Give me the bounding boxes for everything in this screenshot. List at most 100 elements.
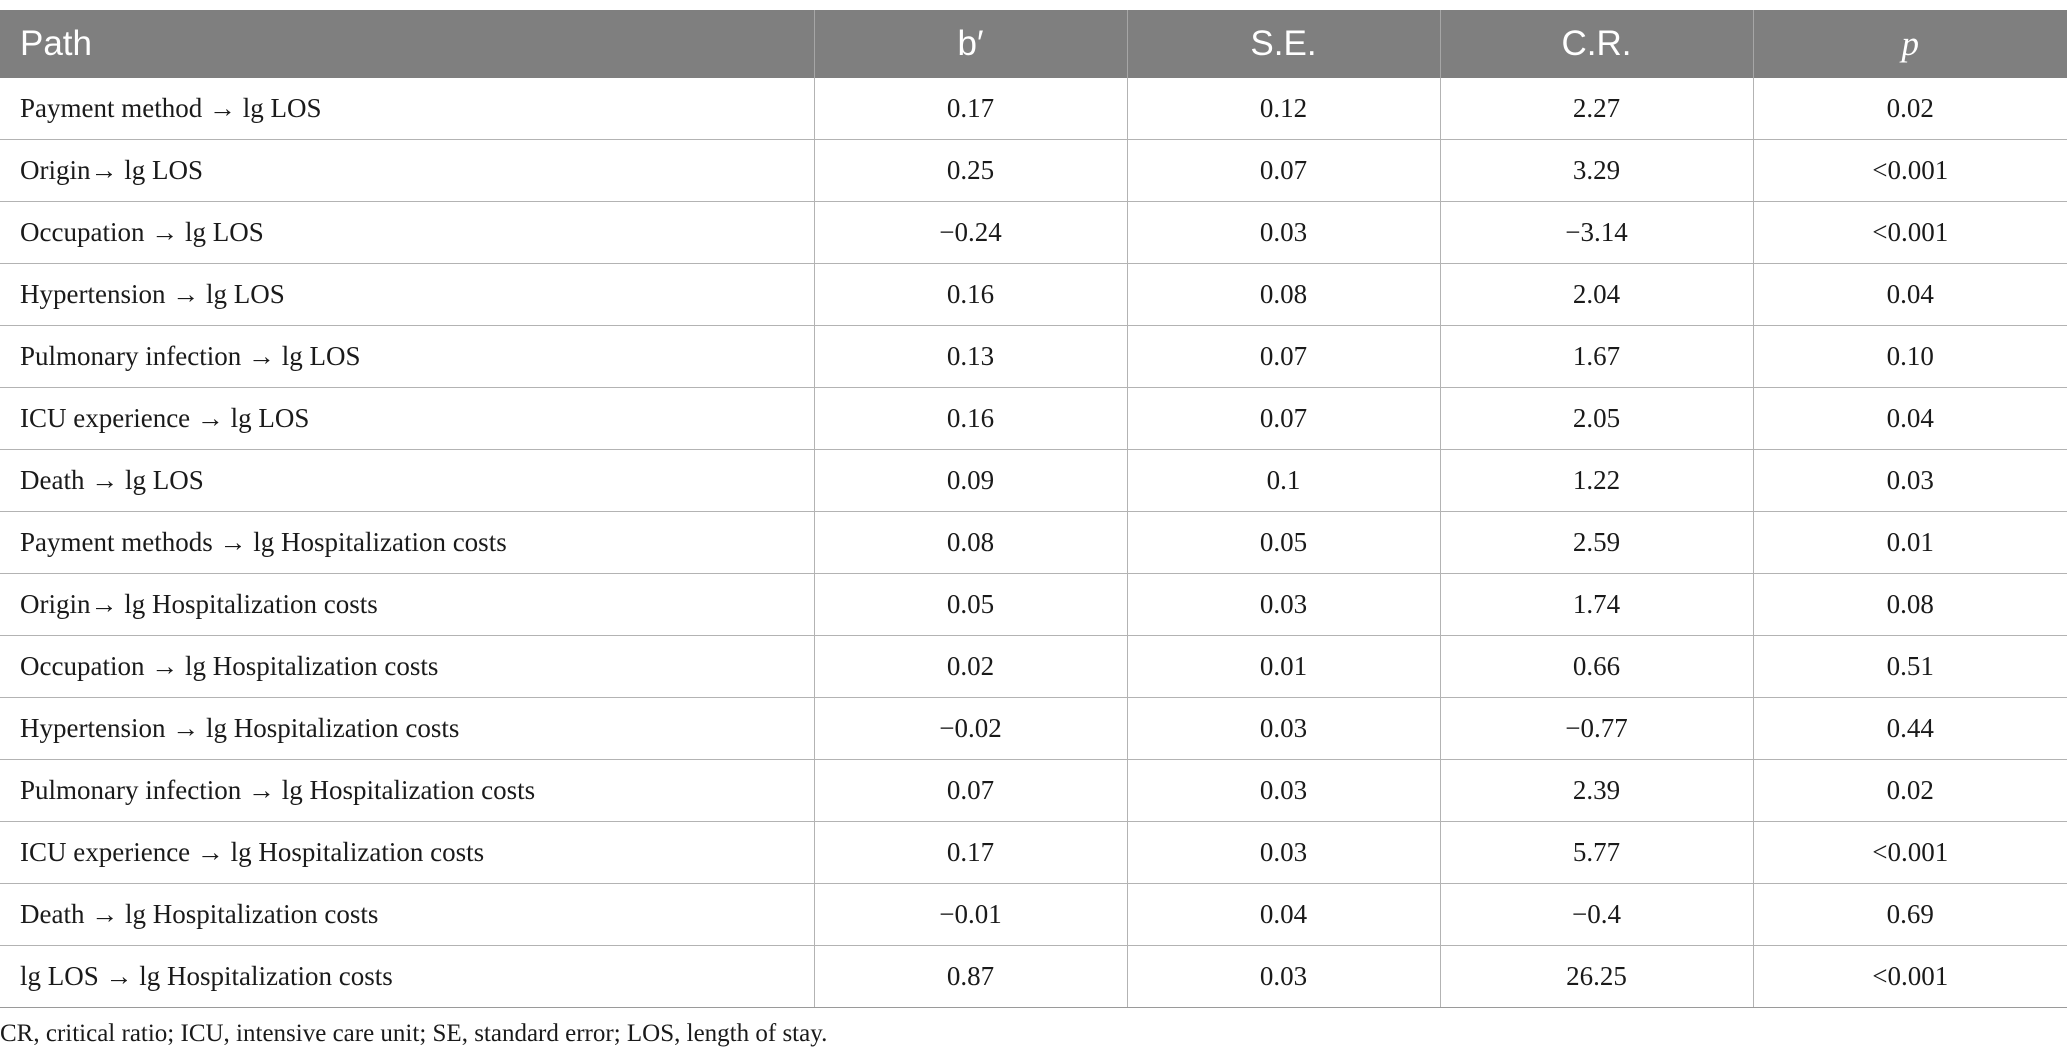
cell-b-prime: 0.09 — [814, 449, 1128, 512]
cell-se: 0.01 — [1127, 635, 1441, 698]
cell-p: 0.03 — [1753, 449, 2067, 512]
cell-cr: −0.4 — [1440, 883, 1754, 946]
cell-cr: 2.04 — [1440, 263, 1754, 326]
cell-cr: 2.59 — [1440, 511, 1754, 574]
cell-se: 0.07 — [1127, 325, 1441, 388]
cell-path: Payment methods → lg Hospitalization cos… — [0, 511, 815, 574]
cell-path: Occupation → lg Hospitalization costs — [0, 635, 815, 698]
cell-p: 0.51 — [1753, 635, 2067, 698]
cell-cr: 26.25 — [1440, 945, 1754, 1008]
cell-se: 0.03 — [1127, 697, 1441, 760]
cell-p: <0.001 — [1753, 139, 2067, 202]
cell-cr: 5.77 — [1440, 821, 1754, 884]
cell-b-prime: 0.05 — [814, 573, 1128, 636]
cell-p: 0.04 — [1753, 263, 2067, 326]
cell-b-prime: −0.02 — [814, 697, 1128, 760]
cell-b-prime: −0.24 — [814, 201, 1128, 264]
cell-se: 0.1 — [1127, 449, 1441, 512]
cell-se: 0.03 — [1127, 945, 1441, 1008]
table-row: Death → lg Hospitalization costs −0.01 0.0… — [0, 883, 2067, 946]
cell-p: <0.001 — [1753, 945, 2067, 1008]
table-row: lg LOS → lg Hospitalization costs 0.87 0.0… — [0, 945, 2067, 1008]
cell-b-prime: 0.16 — [814, 263, 1128, 326]
table-row: Payment methods → lg Hospitalization cos… — [0, 511, 2067, 574]
cell-cr: 3.29 — [1440, 139, 1754, 202]
cell-path: Origin→ lg Hospitalization costs — [0, 573, 815, 636]
table-row: ICU experience → lg Hospitalization cost… — [0, 821, 2067, 884]
cell-se: 0.12 — [1127, 78, 1441, 140]
cell-cr: 2.39 — [1440, 759, 1754, 822]
table-row: Pulmonary infection → lg LOS 0.13 0.07 1.67… — [0, 325, 2067, 388]
cell-path: lg LOS → lg Hospitalization costs — [0, 945, 815, 1008]
cell-p: 0.01 — [1753, 511, 2067, 574]
cell-p: <0.001 — [1753, 201, 2067, 264]
table-footnote: CR, critical ratio; ICU, intensive care … — [0, 1020, 828, 1047]
cell-b-prime: 0.13 — [814, 325, 1128, 388]
header-p-label: p — [1901, 24, 1920, 63]
cell-p: 0.10 — [1753, 325, 2067, 388]
header-path: Path — [0, 10, 815, 78]
table-row: Origin→ lg Hospitalization costs 0.05 0.03… — [0, 573, 2067, 636]
cell-se: 0.03 — [1127, 201, 1441, 264]
cell-path: Payment method → lg LOS — [0, 78, 815, 140]
cell-se: 0.03 — [1127, 759, 1441, 822]
cell-b-prime: 0.17 — [814, 78, 1128, 140]
cell-se: 0.08 — [1127, 263, 1441, 326]
header-b-prime: b′ — [814, 10, 1128, 78]
table-row: Occupation → lg Hospitalization costs 0.0… — [0, 635, 2067, 698]
header-se: S.E. — [1127, 10, 1441, 78]
table-row: Hypertension → lg Hospitalization costs −… — [0, 697, 2067, 760]
cell-path: Origin→ lg LOS — [0, 139, 815, 202]
cell-cr: 2.05 — [1440, 387, 1754, 450]
cell-se: 0.03 — [1127, 821, 1441, 884]
cell-se: 0.03 — [1127, 573, 1441, 636]
cell-p: 0.04 — [1753, 387, 2067, 450]
cell-b-prime: 0.07 — [814, 759, 1128, 822]
cell-se: 0.05 — [1127, 511, 1441, 574]
cell-p: 0.44 — [1753, 697, 2067, 760]
cell-se: 0.07 — [1127, 139, 1441, 202]
cell-b-prime: 0.08 — [814, 511, 1128, 574]
table-row: ICU experience → lg LOS 0.16 0.07 2.05 0.04 — [0, 387, 2067, 450]
table-row: Payment method → lg LOS 0.17 0.12 2.27 0.02 — [0, 78, 2067, 140]
cell-cr: 0.66 — [1440, 635, 1754, 698]
table-header: Path b′ S.E. C.R. p — [0, 10, 2067, 78]
cell-p: 0.02 — [1753, 78, 2067, 140]
header-p: p — [1753, 10, 2067, 78]
cell-cr: 1.74 — [1440, 573, 1754, 636]
cell-path: ICU experience → lg LOS — [0, 387, 815, 450]
header-cr: C.R. — [1440, 10, 1754, 78]
cell-p: <0.001 — [1753, 821, 2067, 884]
cell-b-prime: 0.25 — [814, 139, 1128, 202]
cell-b-prime: 0.17 — [814, 821, 1128, 884]
cell-p: 0.08 — [1753, 573, 2067, 636]
cell-path: Hypertension → lg Hospitalization costs — [0, 697, 815, 760]
cell-b-prime: −0.01 — [814, 883, 1128, 946]
table-row: Hypertension → lg LOS 0.16 0.08 2.04 0.04 — [0, 263, 2067, 326]
cell-cr: 1.22 — [1440, 449, 1754, 512]
cell-path: Death → lg LOS — [0, 449, 815, 512]
cell-se: 0.07 — [1127, 387, 1441, 450]
results-table-container: Path b′ S.E. C.R. p Payment method → lg … — [0, 10, 2067, 1008]
table-row: Death → lg LOS 0.09 0.1 1.22 0.03 — [0, 449, 2067, 512]
cell-path: Occupation → lg LOS — [0, 201, 815, 264]
cell-path: Pulmonary infection → lg LOS — [0, 325, 815, 388]
cell-cr: 1.67 — [1440, 325, 1754, 388]
cell-b-prime: 0.87 — [814, 945, 1128, 1008]
path-coefficients-table: Path b′ S.E. C.R. p Payment method → lg … — [0, 10, 2067, 1008]
cell-b-prime: 0.02 — [814, 635, 1128, 698]
cell-path: Death → lg Hospitalization costs — [0, 883, 815, 946]
header-row: Path b′ S.E. C.R. p — [0, 10, 2067, 78]
cell-cr: −0.77 — [1440, 697, 1754, 760]
cell-p: 0.02 — [1753, 759, 2067, 822]
cell-path: ICU experience → lg Hospitalization cost… — [0, 821, 815, 884]
cell-se: 0.04 — [1127, 883, 1441, 946]
cell-cr: −3.14 — [1440, 201, 1754, 264]
cell-b-prime: 0.16 — [814, 387, 1128, 450]
table-body: Payment method → lg LOS 0.17 0.12 2.27 0.02 O… — [0, 78, 2067, 1008]
cell-p: 0.69 — [1753, 883, 2067, 946]
table-row: Origin→ lg LOS 0.25 0.07 3.29 <0.001 — [0, 139, 2067, 202]
cell-cr: 2.27 — [1440, 78, 1754, 140]
table-row: Pulmonary infection → lg Hospitalization… — [0, 759, 2067, 822]
table-row: Occupation → lg LOS −0.24 0.03 −3.14 <0.001 — [0, 201, 2067, 264]
